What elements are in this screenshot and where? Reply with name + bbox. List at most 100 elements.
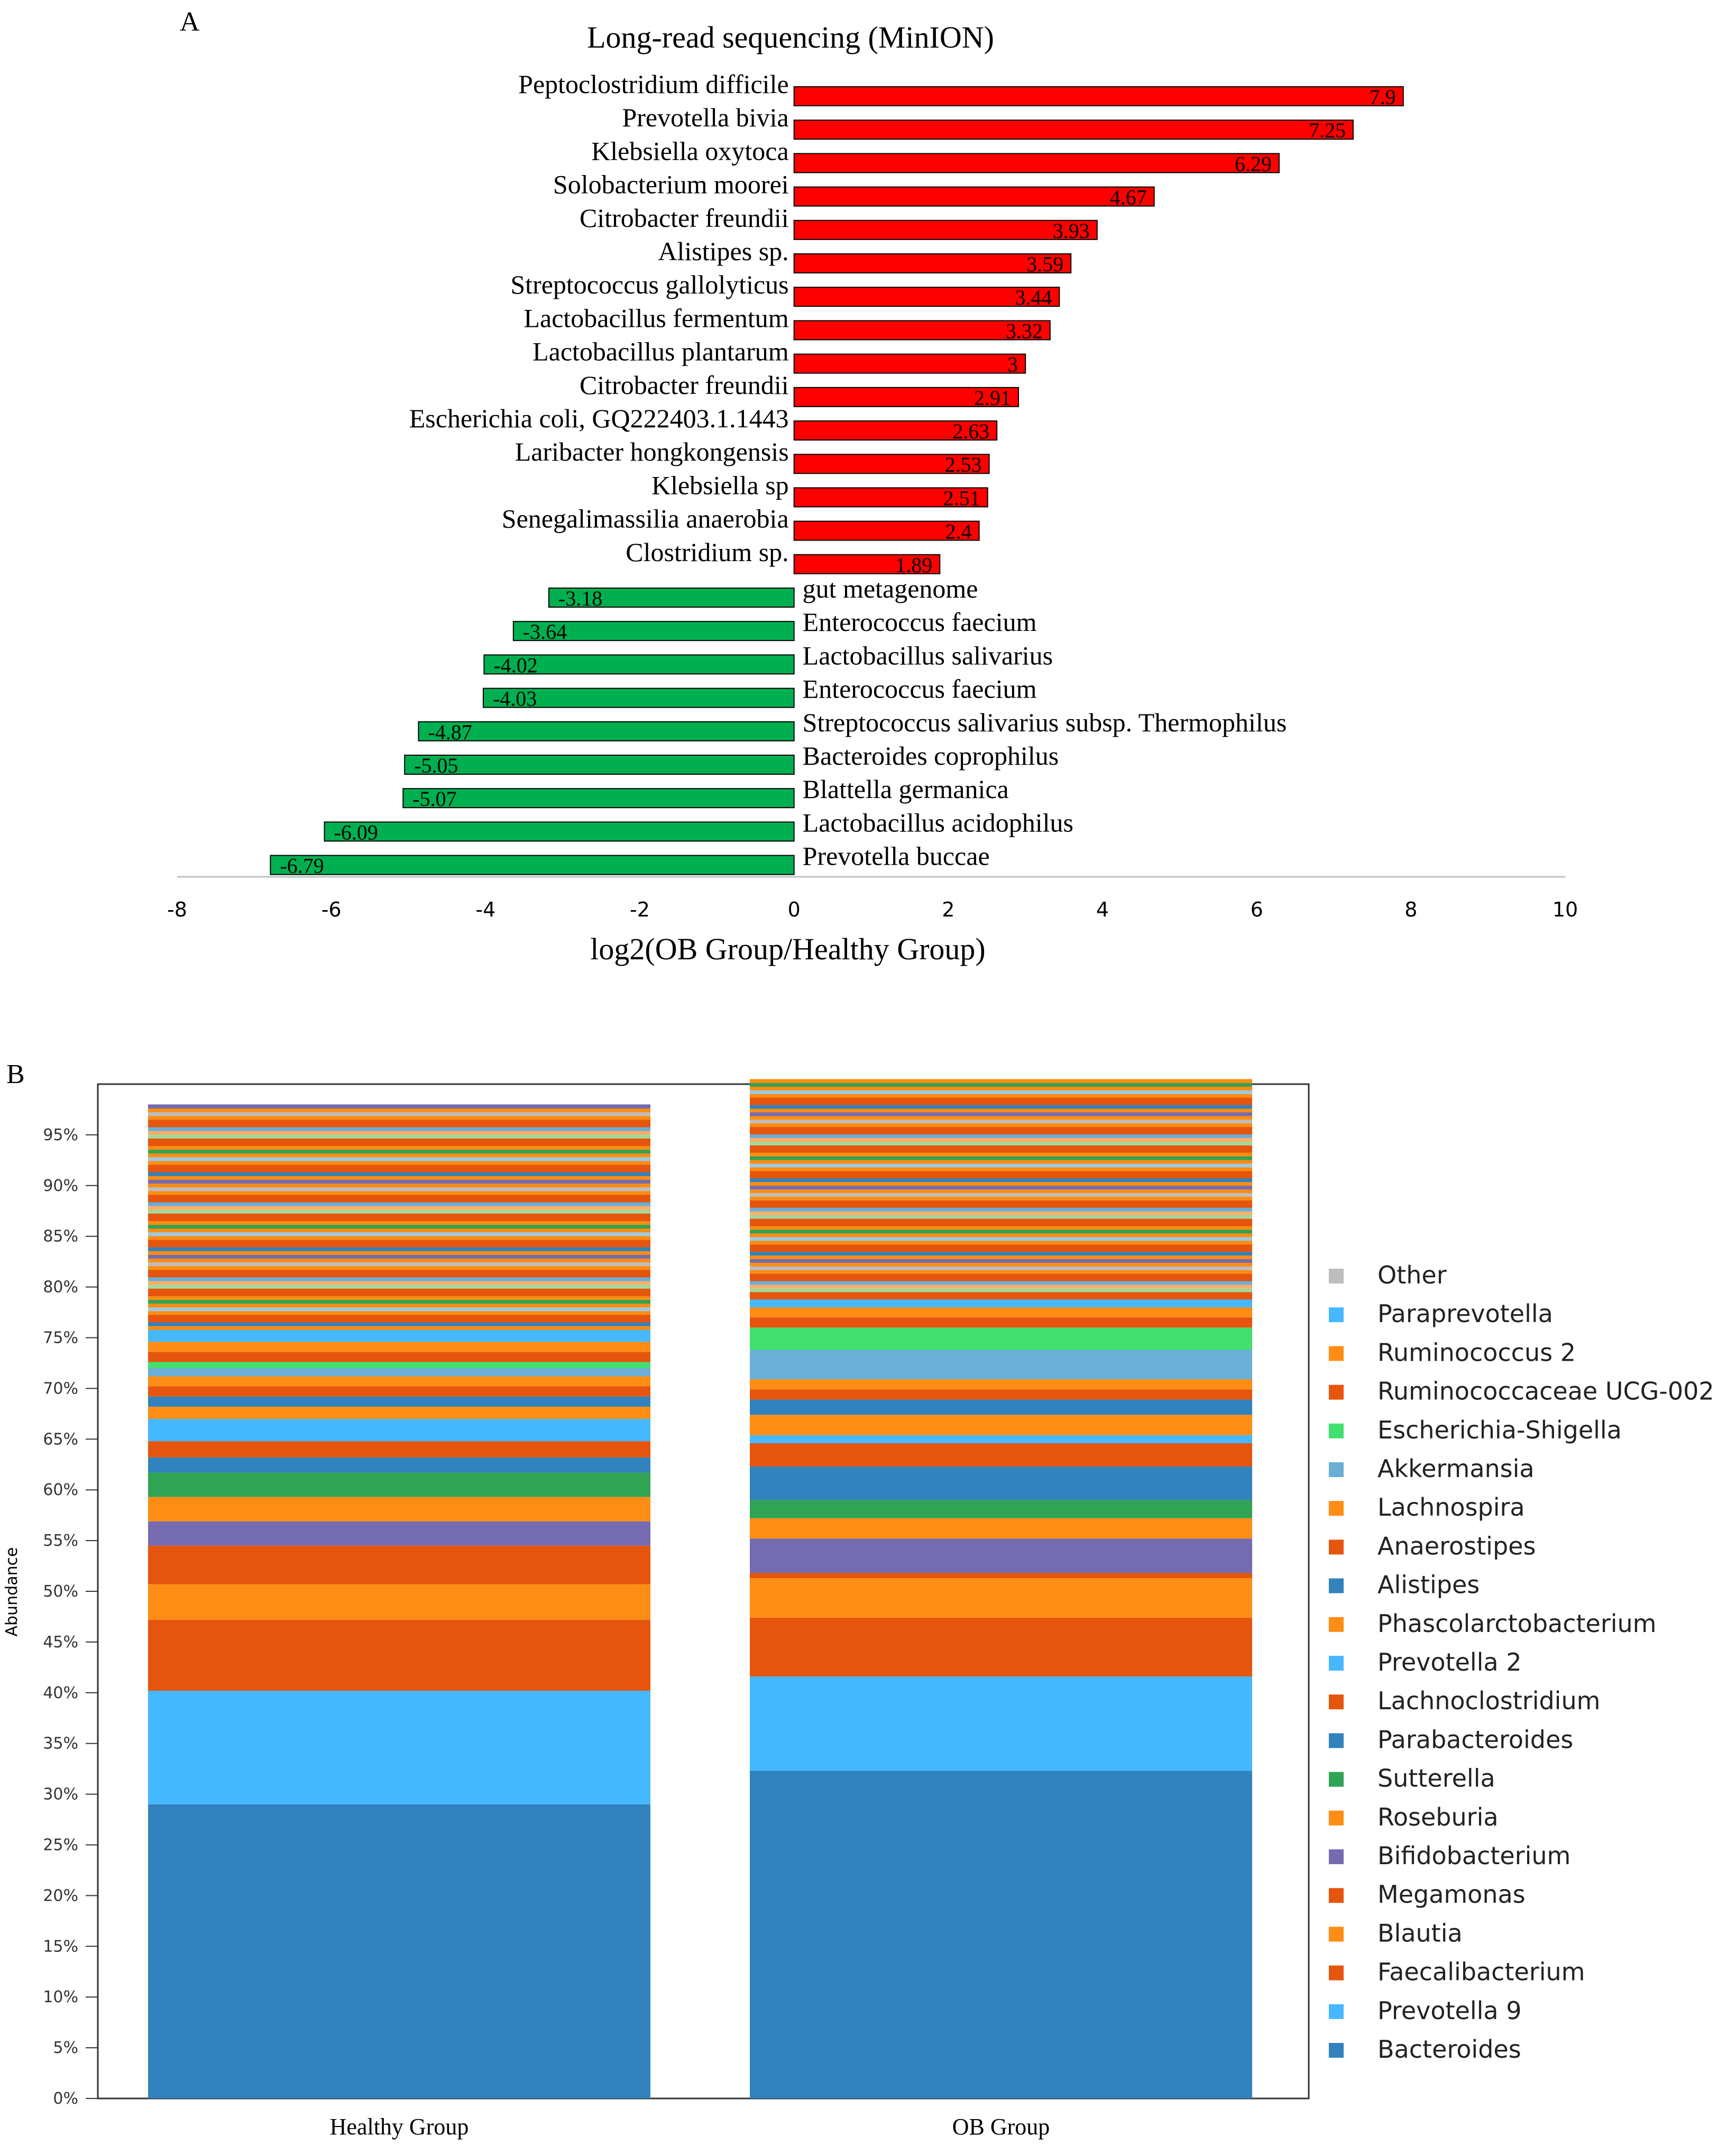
legend-label-14: Roseburia [1377, 1803, 1499, 1831]
legend-swatch-13 [1329, 1772, 1344, 1787]
other-stripe [148, 1194, 650, 1199]
other-stripe [148, 1273, 650, 1278]
legend-label-20: Bacteroides [1377, 2035, 1521, 2064]
panel-b: B 0% 5% 10% 15% 20% 25% 30% 35% 40% 45% 50% 55% 60% 6… [3, 1059, 1714, 2140]
bar-14 [793, 554, 941, 574]
stack-segment-0-3 [148, 1584, 650, 1620]
legend-label-19: Prevotella 9 [1377, 1996, 1521, 2025]
legend-label-0: Other [1377, 1261, 1447, 1289]
stack-segment-0-6 [148, 1497, 650, 1521]
bar-value-label-7: 3.32 [1006, 319, 1043, 343]
other-stripe [750, 1207, 1252, 1212]
stack-segment-0-19 [148, 1330, 650, 1342]
other-stripe [148, 1288, 650, 1292]
bar-value-label-9: 2.91 [974, 386, 1011, 410]
other-stripe [148, 1134, 650, 1139]
other-stripe [750, 1163, 1252, 1168]
x-tick-label-5: 2 [942, 898, 954, 921]
category-label-9: Citrobacter freundii [580, 370, 789, 400]
other-stripe [750, 1277, 1252, 1281]
y-tick-label-12: 60% [43, 1481, 78, 1499]
other-stripe [750, 1259, 1252, 1263]
other-stripe [148, 1153, 650, 1158]
legend-label-9: Phascolarctobacterium [1377, 1609, 1657, 1638]
stack-segment-1-11 [750, 1415, 1252, 1435]
other-stripe [148, 1310, 650, 1315]
category-label-13: Senegalimassilia anaerobia [502, 504, 789, 534]
panel-b-label: B [6, 1059, 25, 1089]
bar-value-label-11: 2.53 [945, 453, 982, 476]
chart-a-bars: 7.9 Peptoclostridium difficile 7.25 Prevote… [270, 69, 1404, 878]
stack-segment-0-1 [148, 1690, 650, 1804]
other-stripe [750, 1149, 1252, 1153]
legend-swatch-2 [1329, 1346, 1344, 1361]
stack-segment-0-18 [148, 1342, 650, 1352]
other-stripe [148, 1326, 650, 1330]
y-tick-label-7: 35% [43, 1735, 78, 1753]
x-tick-label-8: 8 [1404, 898, 1417, 921]
other-stripe [750, 1174, 1252, 1179]
bar-value-label-23: -6.79 [280, 854, 324, 878]
stack-segment-0-17 [148, 1352, 650, 1362]
legend-swatch-6 [1329, 1501, 1344, 1516]
legend-swatch-18 [1329, 1965, 1344, 1981]
bar-7 [793, 320, 1051, 341]
stack-segment-1-19 [750, 1299, 1252, 1307]
other-stripe [148, 1183, 650, 1188]
bar-19 [418, 721, 795, 741]
other-stripe [148, 1292, 650, 1296]
category-label-16: Enterococcus faecium [803, 607, 1037, 637]
chart-a-title: Long-read sequencing (MinION) [587, 20, 994, 54]
other-stripe [750, 1130, 1252, 1135]
other-stripe [750, 1270, 1252, 1274]
other-stripe [750, 1204, 1252, 1208]
other-stripe [148, 1209, 650, 1214]
other-stripe [750, 1200, 1252, 1204]
legend-swatch-3 [1329, 1385, 1344, 1400]
stack-segment-0-7 [148, 1472, 650, 1497]
other-stripe [148, 1307, 650, 1312]
legend-label-7: Anaerostipes [1377, 1532, 1536, 1560]
legend-label-13: Sutterella [1377, 1764, 1495, 1793]
y-tick-label-9: 45% [43, 1633, 78, 1652]
bar-4 [793, 219, 1098, 240]
other-stripe [750, 1295, 1252, 1300]
bar-value-label-15: -3.18 [558, 586, 602, 610]
category-label-4: Citrobacter freundii [580, 203, 789, 233]
bar-value-label-18: -4.03 [493, 687, 537, 711]
chart-b-bars [148, 1079, 1252, 2098]
other-stripe [148, 1145, 650, 1150]
other-stripe [148, 1160, 650, 1165]
other-stripe [148, 1262, 650, 1267]
other-stripe [148, 1115, 650, 1120]
other-stripe [750, 1079, 1252, 1083]
legend-swatch-8 [1329, 1578, 1344, 1593]
other-stripe [148, 1247, 650, 1251]
legend-swatch-1 [1329, 1307, 1344, 1323]
bar-22 [324, 821, 795, 842]
bar-23 [270, 855, 795, 875]
bar-3 [793, 186, 1155, 207]
bar-value-label-10: 2.63 [952, 419, 989, 443]
other-stripe [148, 1202, 650, 1206]
stack-segment-0-8 [148, 1457, 650, 1473]
other-stripe [750, 1193, 1252, 1197]
other-stripe [148, 1157, 650, 1161]
other-stripe [148, 1164, 650, 1169]
legend-swatch-14 [1329, 1810, 1344, 1826]
y-tick-label-3: 15% [43, 1937, 78, 1956]
bar-15 [548, 588, 795, 608]
other-stripe [148, 1179, 650, 1184]
bar-value-label-6: 3.44 [1015, 286, 1052, 309]
bar-12 [793, 487, 988, 508]
y-tick-label-10: 50% [43, 1582, 78, 1601]
y-tick-label-4: 20% [43, 1886, 78, 1905]
bar-9 [793, 387, 1019, 407]
other-stripe [148, 1176, 650, 1180]
chart-b-x-ticks: Healthy Group OB Group [330, 2114, 1050, 2140]
stack-segment-1-4 [750, 1573, 1252, 1579]
bar-value-label-17: -4.02 [493, 653, 537, 677]
y-tick-label-8: 40% [43, 1684, 78, 1702]
category-label-23: Prevotella buccae [803, 841, 990, 871]
other-stripe [750, 1145, 1252, 1149]
